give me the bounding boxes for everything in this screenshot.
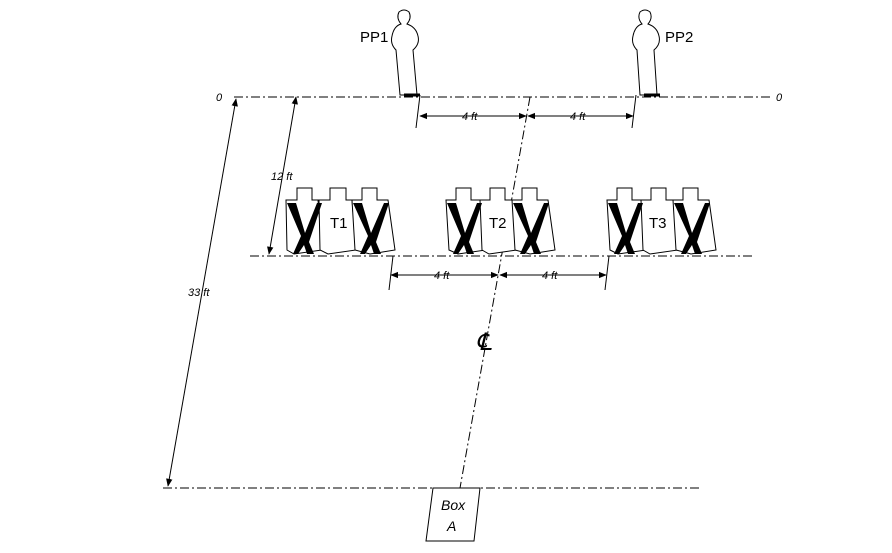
t3-label: T3 [649, 215, 667, 232]
target-group-t2 [445, 187, 556, 255]
popper-pp2 [632, 9, 660, 97]
pp-dim-left-label: 4 ft [462, 111, 478, 123]
target-group-t3 [606, 187, 717, 255]
t-dim-right-label: 4 ft [542, 270, 558, 282]
centerline-symbol: ℄ [476, 328, 492, 356]
zero-left-label: 0 [216, 92, 223, 104]
popper-pp1 [391, 9, 420, 97]
shooting-box-a [425, 487, 481, 542]
target-group-t1 [285, 187, 396, 255]
pp1-label: PP1 [360, 29, 388, 46]
t1-label: T1 [330, 215, 348, 232]
dim-33-label: 33 ft [188, 287, 210, 299]
t-tick-left [388, 255, 394, 291]
pp-dim-right-label: 4 ft [570, 111, 586, 123]
zero-right-label: 0 [776, 92, 783, 104]
pp-tick-left [415, 94, 421, 129]
pp-tick-right [631, 94, 637, 129]
dim-33-arrow [166, 98, 238, 487]
dim-12-label: 12 ft [271, 171, 293, 183]
box-label-line1: Box [441, 497, 466, 513]
box-label-line2: A [446, 518, 456, 534]
t-dim-left-label: 4 ft [434, 270, 450, 282]
t-tick-right [604, 255, 610, 291]
pp2-label: PP2 [665, 29, 693, 46]
centerline [459, 96, 531, 489]
t2-label: T2 [489, 215, 507, 232]
dim-12-arrow [267, 96, 298, 255]
